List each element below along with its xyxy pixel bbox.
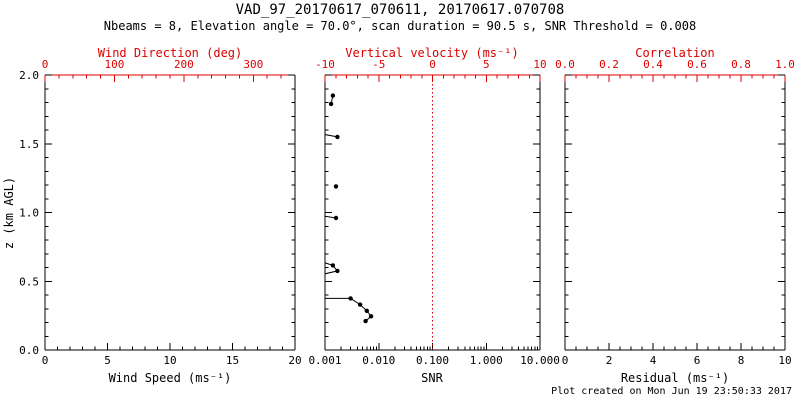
tick-label: 10.000 — [520, 354, 560, 367]
tick-label: 200 — [174, 58, 194, 71]
tick-label: 0 — [562, 354, 569, 367]
data-point — [330, 263, 336, 268]
tick-label: 1.5 — [19, 138, 39, 151]
data-point — [335, 134, 340, 140]
tick-label: 20 — [288, 354, 301, 367]
tick-label: -5 — [372, 58, 385, 71]
tick-label: 10 — [778, 354, 791, 367]
data-point — [330, 93, 336, 98]
residual-axis-title: Residual (ms⁻¹) — [621, 371, 729, 385]
data-point — [333, 215, 339, 221]
panel-residual: 0 2 4 6 8 10 0.0 0.2 0.4 0.6 0.8 1.0 — [555, 58, 795, 367]
tick-label: 0.8 — [731, 58, 751, 71]
wind-speed-axis-title: Wind Speed (ms⁻¹) — [109, 371, 232, 385]
tick-label: 2 — [606, 354, 613, 367]
tick-label: 0.010 — [362, 354, 395, 367]
tick-label: 100 — [105, 58, 125, 71]
data-point — [328, 101, 334, 107]
correlation-axis-title: Correlation — [635, 46, 714, 60]
tick-label: 0.0 — [19, 344, 39, 357]
tick-label: 0.6 — [687, 58, 707, 71]
tick-label: 300 — [243, 58, 263, 71]
data-point — [348, 296, 353, 301]
data-point — [368, 314, 374, 319]
tick-label: 0.2 — [599, 58, 619, 71]
data-point — [335, 268, 340, 274]
tick-label: 1.0 — [775, 58, 795, 71]
wind-direction-axis-title: Wind Direction (deg) — [98, 46, 243, 60]
tick-label: 15 — [226, 354, 239, 367]
vertical-velocity-axis-title: Vertical velocity (ms⁻¹) — [345, 46, 518, 60]
tick-label: 0.0 — [555, 58, 575, 71]
tick-label: -10 — [315, 58, 335, 71]
tick-label: 1.000 — [470, 354, 503, 367]
profile-line — [325, 215, 337, 219]
figure-title: VAD_97_20170617_070611, 20170617.070708 — [236, 2, 565, 18]
data-point — [363, 318, 368, 324]
data-point — [333, 184, 339, 189]
tick-label: 10 — [163, 354, 176, 367]
profile-line — [325, 134, 338, 138]
tick-label: 5 — [483, 58, 490, 71]
tick-label: 0.4 — [643, 58, 663, 71]
tick-label: 1.0 — [19, 207, 39, 220]
panel-snr-data — [325, 93, 374, 324]
figure-subtitle: Nbeams = 8, Elevation angle = 70.0°, sca… — [104, 19, 696, 33]
tick-label: 0 — [42, 58, 49, 71]
tick-label: 5 — [104, 354, 111, 367]
data-point — [364, 308, 369, 313]
tick-label: 8 — [738, 354, 745, 367]
tick-label: 6 — [694, 354, 701, 367]
profile-line — [325, 297, 372, 322]
data-point — [357, 302, 363, 307]
tick-label: 0 — [42, 354, 49, 367]
tick-label: 2.0 — [19, 69, 39, 82]
tick-label: 4 — [650, 354, 657, 367]
created-timestamp: Plot created on Mon Jun 19 23:50:33 2017 — [551, 386, 792, 397]
tick-label: 0.5 — [19, 275, 39, 288]
tick-label: 0.001 — [308, 354, 341, 367]
tick-label: 10 — [533, 58, 546, 71]
tick-label: 0.100 — [416, 354, 449, 367]
snr-axis-title: SNR — [421, 371, 443, 385]
z-axis-title: z (km AGL) — [2, 177, 16, 249]
profile-line — [325, 262, 339, 275]
panel-snr: 0.001 0.010 0.100 1.000 10.000 -10 -5 0 5 10 — [308, 58, 559, 367]
tick-label: 0 — [429, 58, 436, 71]
